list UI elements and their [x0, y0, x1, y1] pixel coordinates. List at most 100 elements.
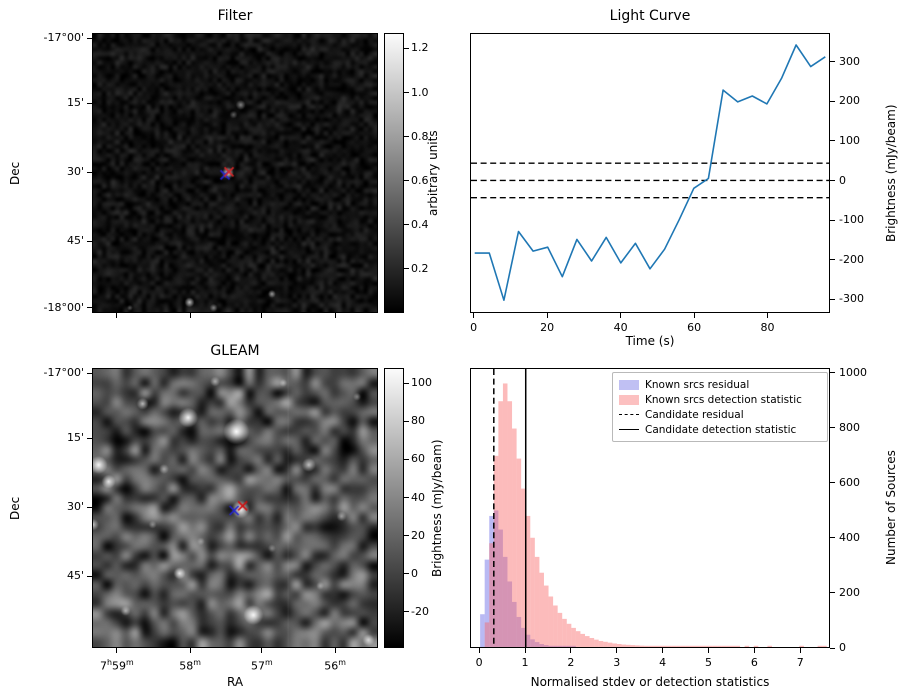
tick-mark [261, 648, 263, 653]
gleam-image [93, 369, 377, 647]
tick-label: 40 [411, 490, 425, 504]
tick-mark [767, 313, 769, 318]
histogram-bar [712, 645, 718, 647]
tick-mark [87, 37, 92, 39]
tick-mark [707, 648, 709, 653]
histogram-bar [493, 455, 499, 647]
filter-image [93, 34, 377, 312]
histogram-xlabel: Normalised stdev or detection statistics [530, 675, 770, 689]
light-curve-line [474, 44, 826, 302]
tick-label: -100 [839, 213, 864, 227]
legend-item: Candidate detection statistic [619, 422, 821, 437]
tick-mark [189, 648, 191, 653]
histogram-bar [539, 572, 544, 647]
histogram-legend: Known srcs residual Known srcs detection … [612, 372, 828, 442]
histogram-bar [498, 529, 503, 647]
tick-label: 4 [659, 656, 667, 669]
histogram-bar [489, 515, 494, 647]
legend-line-swatch [619, 429, 639, 430]
histogram-chart [480, 369, 827, 647]
histogram-bar [607, 642, 613, 647]
tick-label: 100 [839, 133, 860, 147]
tick-label: 1.0 [411, 85, 429, 99]
tick-mark [87, 307, 92, 309]
histogram-bar [671, 645, 677, 647]
tick-mark [404, 458, 409, 460]
gleam-xlabel: RA [226, 675, 244, 689]
tick-label: 3 [613, 656, 621, 669]
histogram-bar [539, 644, 544, 647]
tick-label: 40 [613, 321, 628, 334]
histogram-bar [480, 614, 485, 647]
tick-mark [404, 382, 409, 384]
tick-label: 800 [839, 420, 860, 434]
tick-label: -20 [411, 604, 429, 618]
tick-label: 0.8 [411, 129, 429, 143]
filter-plot-area [92, 33, 378, 313]
histogram-bar [512, 428, 517, 647]
histogram-bar [799, 645, 804, 647]
tick-mark [87, 102, 92, 104]
histogram-bar [553, 605, 558, 647]
tick-label: 200 [839, 94, 860, 108]
histogram-bar [562, 618, 567, 647]
histogram-bar [571, 645, 576, 647]
histogram-bar [767, 645, 772, 647]
histogram-bar [521, 627, 526, 647]
histogram-bar [525, 515, 531, 647]
histogram-bar [585, 636, 590, 647]
tick-label: 20 [411, 528, 425, 542]
tick-mark [404, 573, 409, 575]
tick-mark [616, 648, 618, 653]
histogram-bar [516, 458, 522, 647]
histogram-bar [557, 645, 563, 647]
tick-label: 80 [760, 321, 775, 334]
tick-label: 30' [66, 500, 84, 514]
histogram-bar [717, 645, 722, 647]
tick-label: 30' [66, 165, 84, 179]
legend-label: Candidate residual [645, 408, 744, 421]
legend-label: Known srcs residual [645, 378, 750, 391]
tick-label: 1 [521, 656, 529, 669]
light-curve-ylabel: Brightness (mJy/beam) [884, 104, 898, 242]
tick-mark [830, 259, 835, 261]
histogram-bar [744, 645, 750, 647]
tick-mark [830, 427, 835, 429]
light-curve-xlabel: Time (s) [625, 334, 675, 348]
histogram-bar [699, 645, 704, 647]
histogram-bar [817, 645, 823, 647]
tick-label: 57m [251, 658, 273, 673]
tick-label: 15' [66, 431, 84, 444]
histogram-bar [680, 645, 686, 647]
tick-mark [478, 648, 480, 653]
tick-mark [87, 575, 92, 577]
tick-label: 20 [540, 321, 555, 334]
tick-label: 1.2 [411, 41, 429, 55]
histogram-bar [543, 645, 549, 647]
filter-colorbar [384, 33, 404, 313]
histogram-bar [676, 645, 681, 647]
tick-label: 56m [324, 658, 346, 673]
tick-mark [830, 61, 835, 63]
histogram-bar [589, 637, 595, 647]
light-curve-title: Light Curve [609, 8, 691, 24]
tick-mark [524, 648, 526, 653]
histogram-bar [598, 640, 604, 647]
tick-label: 5 [704, 656, 712, 669]
tick-mark [404, 224, 409, 226]
filter-title: Filter [217, 8, 253, 24]
histogram-bar [530, 639, 535, 647]
histogram-bar [662, 645, 668, 647]
histogram-bar [543, 585, 549, 647]
histogram-bar [648, 645, 654, 647]
tick-label: 58m [179, 658, 201, 673]
tick-label: -300 [839, 292, 864, 306]
histogram-bar [557, 612, 563, 647]
tick-label: 0 [411, 566, 418, 580]
tick-mark [830, 140, 835, 142]
gleam-plot-area [92, 368, 378, 648]
tick-mark [116, 648, 118, 653]
tick-mark [830, 592, 835, 594]
histogram-bar [630, 645, 636, 647]
histogram-bar [507, 581, 513, 647]
